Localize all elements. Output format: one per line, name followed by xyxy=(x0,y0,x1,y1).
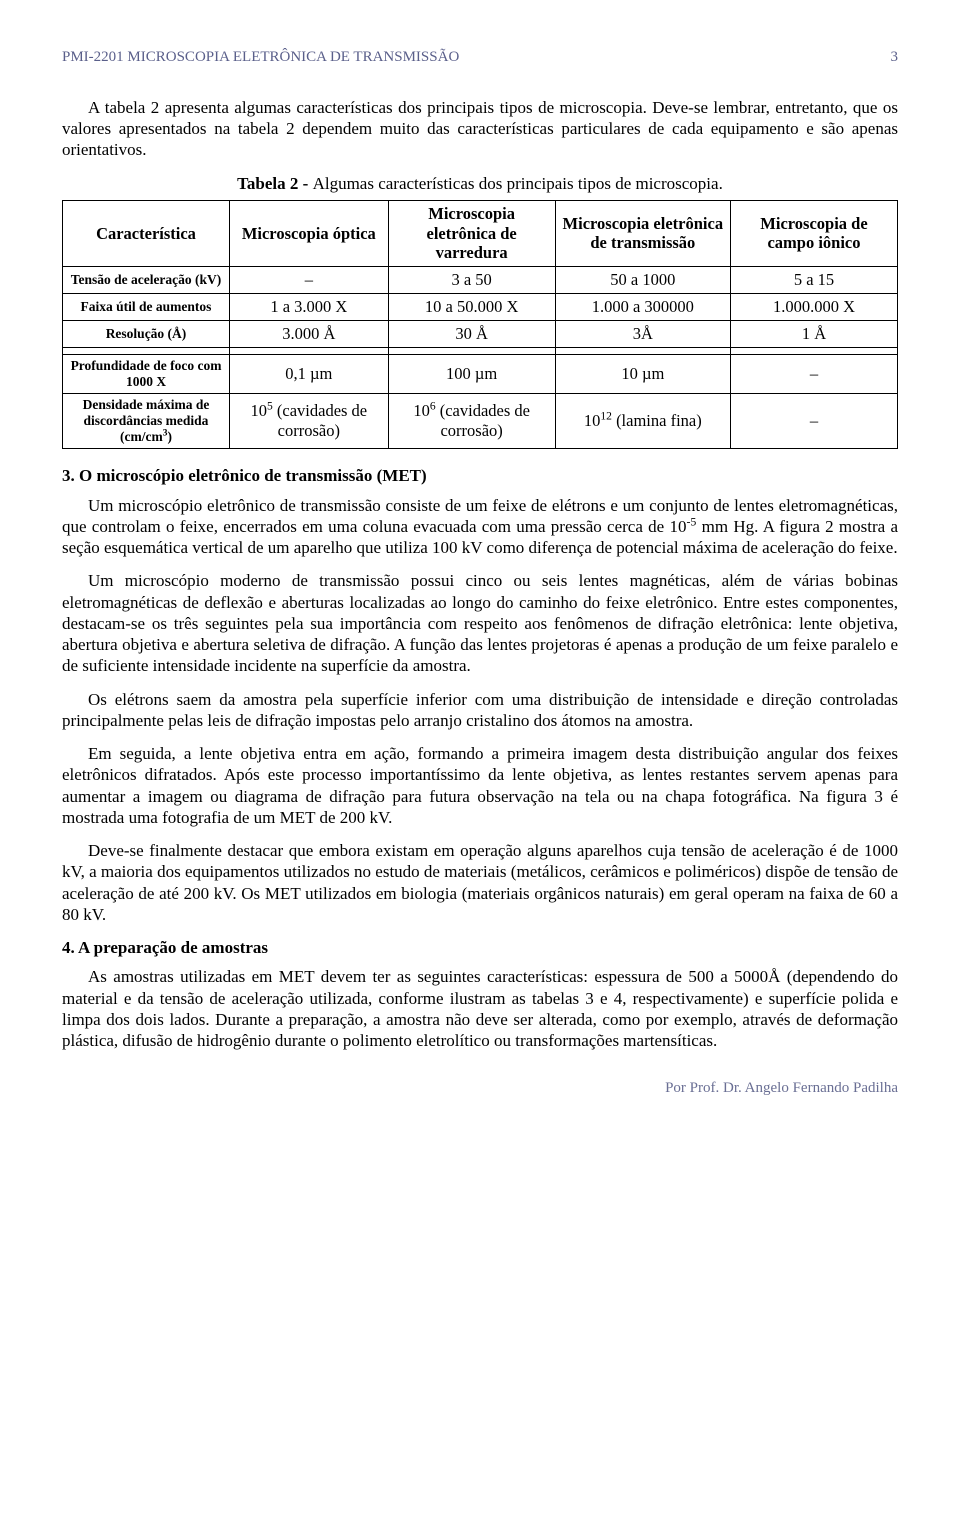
cell: 5 a 15 xyxy=(730,267,897,294)
cell: 10 µm xyxy=(555,354,730,393)
section4-body: As amostras utilizadas em MET devem ter … xyxy=(62,966,898,1051)
cell: – xyxy=(730,354,897,393)
section3-p3: Os elétrons saem da amostra pela superfí… xyxy=(62,689,898,732)
cell: – xyxy=(730,393,897,449)
intro-paragraph: A tabela 2 apresenta algumas característ… xyxy=(62,97,898,161)
section3-body: Um microscópio eletrônico de transmissão… xyxy=(62,495,898,926)
cell: 3Å xyxy=(555,320,730,347)
page-header: PMI-2201 MICROSCOPIA ELETRÔNICA DE TRANS… xyxy=(62,48,898,67)
table2-caption-prefix: Tabela 2 - xyxy=(237,174,312,193)
table-row: Tensão de aceleração (kV) – 3 a 50 50 a … xyxy=(63,267,898,294)
table2-header-row: Característica Microscopia óptica Micros… xyxy=(63,200,898,266)
table2-separator xyxy=(63,347,898,354)
table2-col3: Microscopia eletrônica de transmissão xyxy=(555,200,730,266)
table2-caption-rest: Algumas características dos principais t… xyxy=(313,174,723,193)
section4-p1: As amostras utilizadas em MET devem ter … xyxy=(62,966,898,1051)
cell: 1012 (lamina fina) xyxy=(555,393,730,449)
cell: 100 µm xyxy=(388,354,555,393)
cell: 0,1 µm xyxy=(230,354,389,393)
row-label: Densidade máxima de discordâncias medida… xyxy=(63,393,230,449)
header-left: PMI-2201 MICROSCOPIA ELETRÔNICA DE TRANS… xyxy=(62,48,459,67)
section3-title: 3. O microscópio eletrônico de transmiss… xyxy=(62,465,898,486)
row-label: Profundidade de foco com 1000 X xyxy=(63,354,230,393)
cell: – xyxy=(230,267,389,294)
cell: 1.000 a 300000 xyxy=(555,293,730,320)
table-row: Profundidade de foco com 1000 X 0,1 µm 1… xyxy=(63,354,898,393)
cell: 1 a 3.000 X xyxy=(230,293,389,320)
section3-p2: Um microscópio moderno de transmissão po… xyxy=(62,570,898,676)
cell: 30 Å xyxy=(388,320,555,347)
section3-p1: Um microscópio eletrônico de transmissão… xyxy=(62,495,898,559)
cell: 1 Å xyxy=(730,320,897,347)
section4-title: 4. A preparação de amostras xyxy=(62,937,898,958)
cell: 3.000 Å xyxy=(230,320,389,347)
table2-col4: Microscopia de campo iônico xyxy=(730,200,897,266)
section3-p4: Em seguida, a lente objetiva entra em aç… xyxy=(62,743,898,828)
cell: 105 (cavidades de corrosão) xyxy=(230,393,389,449)
table2-col0: Característica xyxy=(63,200,230,266)
cell: 106 (cavidades de corrosão) xyxy=(388,393,555,449)
table2: Característica Microscopia óptica Micros… xyxy=(62,200,898,450)
page-footer: Por Prof. Dr. Angelo Fernando Padilha xyxy=(62,1079,898,1098)
row-label: Faixa útil de aumentos xyxy=(63,293,230,320)
table-row: Resolução (Å) 3.000 Å 30 Å 3Å 1 Å xyxy=(63,320,898,347)
row-label: Tensão de aceleração (kV) xyxy=(63,267,230,294)
header-page-number: 3 xyxy=(891,48,899,67)
cell: 1.000.000 X xyxy=(730,293,897,320)
cell: 3 a 50 xyxy=(388,267,555,294)
cell: 10 a 50.000 X xyxy=(388,293,555,320)
row-label: Resolução (Å) xyxy=(63,320,230,347)
table-row: Faixa útil de aumentos 1 a 3.000 X 10 a … xyxy=(63,293,898,320)
table2-col1: Microscopia óptica xyxy=(230,200,389,266)
intro-block: A tabela 2 apresenta algumas característ… xyxy=(62,97,898,161)
table2-caption: Tabela 2 - Algumas características dos p… xyxy=(62,173,898,194)
table2-col2: Microscopia eletrônica de varredura xyxy=(388,200,555,266)
section3-p5: Deve-se finalmente destacar que embora e… xyxy=(62,840,898,925)
table-row: Densidade máxima de discordâncias medida… xyxy=(63,393,898,449)
cell: 50 a 1000 xyxy=(555,267,730,294)
